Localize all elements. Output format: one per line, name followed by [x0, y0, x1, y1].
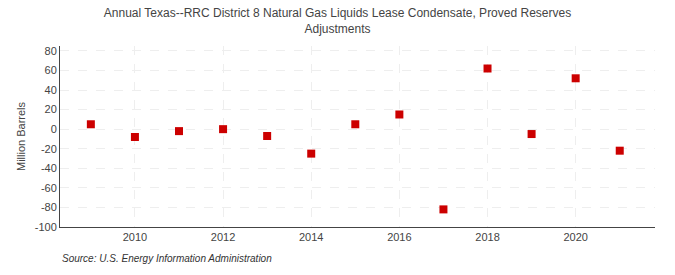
svg-text:-40: -40 [41, 162, 57, 174]
svg-text:2020: 2020 [563, 231, 587, 243]
svg-text:Source: U.S. Energy Informatio: Source: U.S. Energy Information Administ… [62, 253, 272, 264]
svg-text:0: 0 [51, 123, 57, 135]
svg-text:2016: 2016 [387, 231, 411, 243]
svg-text:Annual Texas--RRC District 8 N: Annual Texas--RRC District 8 Natural Gas… [104, 6, 571, 36]
svg-text:-60: -60 [41, 182, 57, 194]
svg-text:-80: -80 [41, 201, 57, 213]
svg-text:-20: -20 [41, 143, 57, 155]
svg-text:60: 60 [45, 64, 57, 76]
svg-text:2010: 2010 [123, 231, 147, 243]
svg-text:2012: 2012 [211, 231, 235, 243]
svg-text:2018: 2018 [475, 231, 499, 243]
svg-text:40: 40 [45, 84, 57, 96]
svg-text:20: 20 [45, 103, 57, 115]
svg-text:Million Barrels: Million Barrels [15, 101, 27, 171]
svg-text:80: 80 [45, 45, 57, 57]
svg-text:-100: -100 [35, 221, 57, 233]
svg-text:2014: 2014 [299, 231, 323, 243]
